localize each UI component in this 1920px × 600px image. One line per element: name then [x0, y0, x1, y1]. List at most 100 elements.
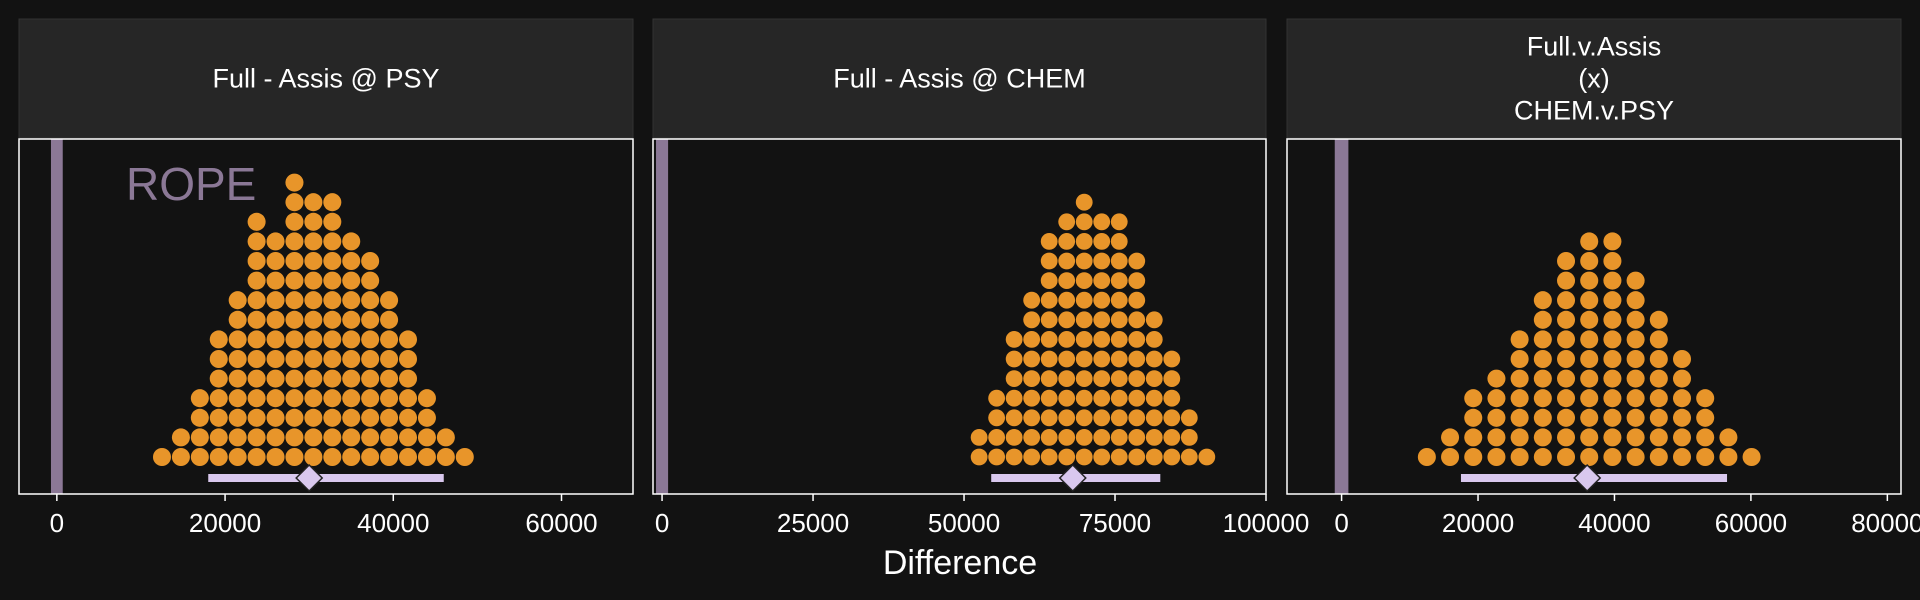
- dot: [417, 428, 436, 447]
- dot: [304, 428, 323, 447]
- dot: [285, 428, 304, 447]
- dot: [1557, 330, 1576, 349]
- dot: [1557, 389, 1576, 408]
- dot: [1533, 389, 1552, 408]
- dot: [1110, 291, 1128, 309]
- dot: [266, 369, 285, 388]
- dot: [1580, 291, 1599, 310]
- dot: [1075, 409, 1093, 427]
- dot: [1163, 350, 1181, 368]
- dot: [1040, 330, 1058, 348]
- dot: [285, 232, 304, 251]
- dot: [1005, 370, 1023, 388]
- dot: [1058, 232, 1076, 250]
- dot: [1075, 272, 1093, 290]
- x-tick-label: 80000: [1851, 508, 1920, 538]
- dot: [1058, 311, 1076, 329]
- x-tick-label: 0: [655, 508, 669, 538]
- dot: [380, 408, 399, 427]
- dot: [1145, 370, 1163, 388]
- dot: [209, 408, 228, 427]
- dot: [1557, 447, 1576, 467]
- dot: [1696, 389, 1715, 408]
- dot: [1557, 310, 1576, 329]
- dot: [1040, 291, 1058, 309]
- dot: [1023, 428, 1041, 446]
- dot: [1603, 447, 1622, 467]
- dot: [1145, 428, 1163, 446]
- dot: [304, 232, 323, 251]
- dot: [1672, 349, 1692, 369]
- dot: [1510, 447, 1529, 467]
- dot: [1417, 447, 1436, 467]
- dot: [228, 428, 247, 447]
- dot: [1128, 291, 1146, 309]
- dot: [285, 193, 304, 212]
- point-estimate: [1058, 463, 1087, 493]
- dot: [398, 330, 418, 349]
- dot: [1742, 447, 1761, 467]
- dot: [1023, 291, 1041, 309]
- dot: [1198, 448, 1216, 466]
- dot: [1580, 330, 1599, 349]
- dot: [361, 389, 380, 408]
- dot: [1058, 409, 1076, 427]
- dot: [1603, 271, 1622, 290]
- dot: [323, 330, 342, 349]
- dot: [266, 291, 285, 310]
- dot: [247, 349, 266, 369]
- dot: [436, 447, 455, 467]
- dot: [1128, 448, 1146, 466]
- dot: [1093, 291, 1111, 309]
- dot: [342, 232, 361, 251]
- dot: [1093, 389, 1111, 407]
- dot: [1626, 310, 1645, 329]
- facet-title: Full - Assis @ PSY: [213, 64, 440, 94]
- dot: [1040, 311, 1058, 329]
- dot: [1603, 349, 1622, 369]
- dot: [342, 408, 361, 427]
- dot: [247, 408, 266, 427]
- dot: [1058, 389, 1076, 407]
- dot: [304, 291, 323, 310]
- dot: [304, 389, 323, 408]
- dot: [1580, 369, 1599, 388]
- dot: [266, 232, 285, 251]
- x-tick-label: 20000: [189, 508, 261, 538]
- dot: [1023, 330, 1041, 348]
- dot: [1163, 448, 1181, 466]
- dot: [1533, 428, 1552, 447]
- dot: [1093, 272, 1111, 290]
- dot: [380, 369, 399, 388]
- dot: [1075, 448, 1093, 466]
- dot: [1040, 389, 1058, 407]
- dot: [190, 389, 209, 408]
- dot: [1487, 408, 1506, 427]
- dot: [285, 310, 304, 329]
- dot: [1487, 369, 1506, 388]
- dot: [1557, 349, 1576, 369]
- dot: [1626, 389, 1645, 408]
- x-tick-label: 0: [1334, 508, 1348, 538]
- dot: [266, 447, 285, 467]
- dot: [1672, 389, 1692, 408]
- x-tick-label: 0: [50, 508, 64, 538]
- dot: [228, 330, 247, 349]
- dot: [1040, 350, 1058, 368]
- dot: [323, 271, 342, 290]
- dot: [1672, 428, 1692, 447]
- dot: [323, 291, 342, 310]
- dot: [1533, 447, 1552, 467]
- dot: [209, 389, 228, 408]
- dot: [171, 428, 190, 447]
- dot: [285, 447, 304, 467]
- dot: [988, 448, 1006, 466]
- dot: [1557, 291, 1576, 310]
- x-tick-label: 40000: [1578, 508, 1650, 538]
- dot: [1510, 349, 1529, 369]
- dot: [247, 291, 266, 310]
- dot: [1005, 389, 1023, 407]
- dot: [1075, 389, 1093, 407]
- dot: [342, 271, 361, 290]
- dot: [1603, 310, 1622, 329]
